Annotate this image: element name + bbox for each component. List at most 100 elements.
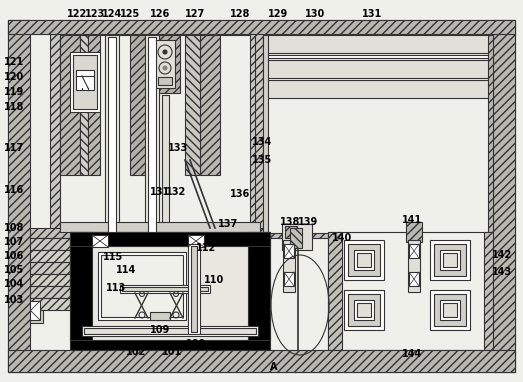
Bar <box>255 28 505 233</box>
Bar <box>408 240 420 292</box>
Bar <box>357 253 371 267</box>
Bar <box>70 232 270 350</box>
Bar <box>263 35 498 233</box>
Bar <box>440 300 460 320</box>
Bar <box>80 35 88 175</box>
Bar <box>188 244 200 334</box>
Text: 124: 124 <box>102 9 122 19</box>
Text: 103: 103 <box>4 295 24 305</box>
Bar <box>145 35 159 255</box>
Bar <box>50 28 260 233</box>
Bar <box>191 246 197 332</box>
Bar <box>263 35 491 53</box>
Bar <box>248 232 270 340</box>
Bar <box>282 224 312 250</box>
Circle shape <box>163 50 167 54</box>
Text: 107: 107 <box>4 237 24 247</box>
Bar <box>60 222 260 232</box>
Text: 112: 112 <box>196 243 216 253</box>
Text: 123: 123 <box>85 9 105 19</box>
Bar <box>108 37 116 253</box>
Bar <box>284 272 294 286</box>
Bar <box>98 252 186 320</box>
Bar <box>70 52 100 112</box>
Bar <box>82 244 258 340</box>
Text: 104: 104 <box>4 279 24 289</box>
Text: 143: 143 <box>492 267 512 277</box>
Bar <box>70 232 270 246</box>
Text: 130: 130 <box>305 9 325 19</box>
Bar <box>283 240 295 292</box>
Text: 139: 139 <box>298 217 318 227</box>
Bar <box>348 294 380 326</box>
Bar <box>354 300 374 320</box>
Bar <box>488 35 500 233</box>
Text: 106: 106 <box>4 251 24 261</box>
Bar <box>200 35 220 175</box>
Bar <box>263 55 491 58</box>
Bar <box>76 70 94 90</box>
Bar <box>28 286 70 298</box>
Bar <box>285 226 297 238</box>
Bar <box>8 20 30 372</box>
Text: 144: 144 <box>402 349 422 359</box>
Bar <box>328 232 342 350</box>
Text: 118: 118 <box>4 102 24 112</box>
Bar <box>440 250 460 270</box>
Bar <box>150 312 170 320</box>
Text: 110: 110 <box>204 275 224 285</box>
Bar <box>443 253 457 267</box>
Bar <box>8 350 515 372</box>
Text: 142: 142 <box>492 250 512 260</box>
Bar <box>120 285 210 293</box>
Bar <box>18 228 508 360</box>
Text: 138: 138 <box>280 217 300 227</box>
Bar <box>18 28 505 365</box>
Text: 140: 140 <box>332 233 352 243</box>
Text: 132: 132 <box>166 187 186 197</box>
Bar <box>348 244 380 276</box>
Bar <box>263 35 268 233</box>
Text: 131: 131 <box>150 187 170 197</box>
Bar <box>28 250 70 262</box>
Text: 114: 114 <box>116 265 136 275</box>
Bar <box>443 303 457 317</box>
Bar <box>406 222 422 242</box>
Bar <box>73 55 97 109</box>
Bar <box>88 35 100 175</box>
Bar <box>105 35 119 255</box>
Bar <box>28 298 70 310</box>
Bar <box>354 250 374 270</box>
Text: 119: 119 <box>4 87 24 97</box>
Text: 136: 136 <box>230 189 250 199</box>
Bar <box>409 272 419 286</box>
Bar <box>290 228 302 248</box>
Bar <box>188 235 204 247</box>
Text: 131: 131 <box>362 9 382 19</box>
Bar <box>344 240 384 280</box>
Bar <box>493 20 515 372</box>
Bar <box>84 328 256 334</box>
Bar <box>263 60 491 78</box>
Text: 128: 128 <box>230 9 250 19</box>
Bar <box>148 37 156 253</box>
Bar <box>60 35 250 230</box>
Bar <box>92 235 108 247</box>
Bar <box>158 77 172 85</box>
Bar <box>28 274 70 286</box>
Bar <box>409 244 419 258</box>
Text: 115: 115 <box>103 252 123 262</box>
Bar <box>60 35 80 175</box>
Bar <box>434 294 466 326</box>
Text: 137: 137 <box>218 219 238 229</box>
Text: 102: 102 <box>126 347 146 357</box>
Bar <box>263 80 491 98</box>
Bar <box>130 35 146 175</box>
Bar <box>484 232 498 350</box>
Text: 109: 109 <box>150 325 170 335</box>
Bar <box>162 95 169 235</box>
Bar <box>28 238 70 250</box>
Text: 135: 135 <box>252 155 272 165</box>
Text: 113: 113 <box>106 283 126 293</box>
Text: 141: 141 <box>402 215 422 225</box>
